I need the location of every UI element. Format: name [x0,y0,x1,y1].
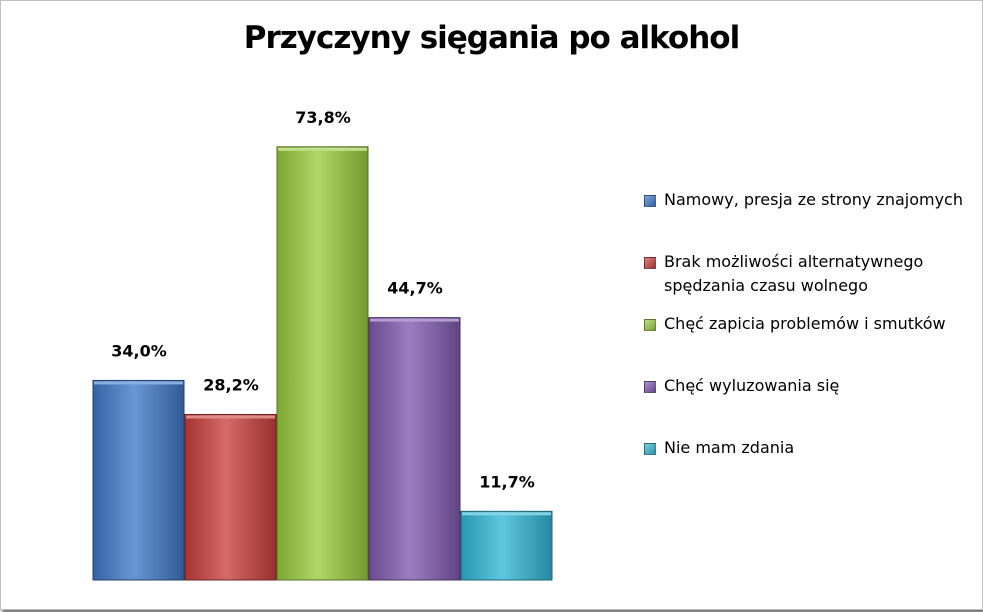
bar-4-highlight [370,318,459,322]
legend-label-1: Namowy, presja ze strony znajomych [664,190,963,209]
legend-label-3: Chęć zapicia problemów i smutków [664,314,946,333]
data-label-5: 11,7% [479,472,535,491]
bar-2-highlight [186,415,275,419]
bar-1 [92,379,185,581]
data-labels-group: 34,0% 28,2% 73,8% 44,7% 11,7% [111,108,535,492]
legend-swatch-4 [644,381,656,393]
data-label-4: 44,7% [387,279,443,298]
legend-item-1: Namowy, presja ze strony znajomych [644,188,974,212]
bar-2 [184,413,277,581]
legend-swatch-3 [644,319,656,331]
bar-5-highlight [462,512,551,516]
legend-item-3: Chęć zapicia problemów i smutków [644,312,974,336]
data-label-2: 28,2% [203,375,259,394]
legend-swatch-1 [644,195,656,207]
legend-label-5: Nie mam zdania [664,438,795,457]
legend-label-2: Brak możliwości alternatywnego spędzania… [664,252,924,295]
bar-5 [460,510,553,581]
chart-title: Przyczyny sięgania po alkohol [243,20,740,56]
legend-label-4: Chęć wyluzowania się [664,376,840,395]
bars-group [92,146,553,581]
legend-swatch-2 [644,257,656,269]
legend-swatch-5 [644,443,656,455]
legend-item-4: Chęć wyluzowania się [644,374,974,398]
bar-1-highlight [94,381,183,385]
bar-4 [368,317,461,581]
legend-item-5: Nie mam zdania [644,436,974,460]
bar-3-highlight [278,147,367,151]
legend-item-2: Brak możliwości alternatywnego spędzania… [644,250,974,298]
bar-3 [276,146,369,581]
data-label-1: 34,0% [111,341,167,360]
data-label-3: 73,8% [295,108,351,127]
